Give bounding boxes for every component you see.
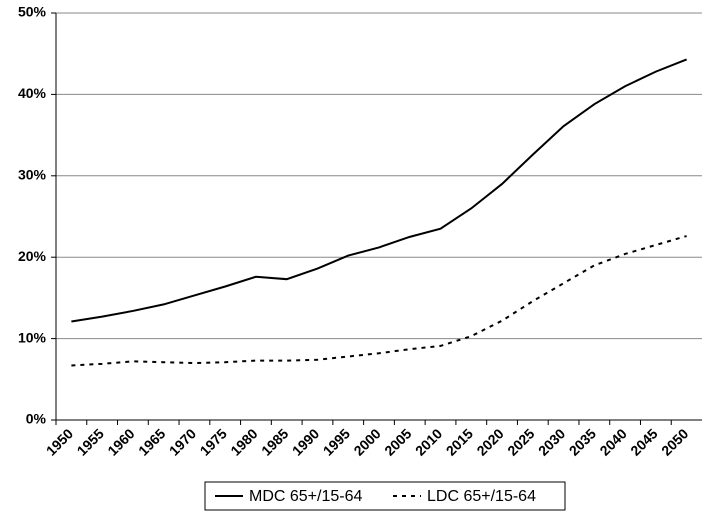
x-tick-label: 2050	[658, 425, 691, 458]
x-tick-label: 1970	[166, 425, 199, 458]
x-tick-label: 2045	[627, 425, 660, 458]
x-tick-label: 1975	[197, 425, 230, 458]
legend-box	[204, 481, 566, 511]
x-tick-label: 1980	[227, 425, 260, 458]
x-tick-label: 2040	[596, 425, 629, 458]
x-tick-label: 1985	[258, 425, 291, 458]
y-tick-label: 20%	[18, 248, 47, 264]
legend-label: MDC 65+/15-64	[249, 488, 362, 505]
y-tick-label: 50%	[18, 4, 47, 20]
y-tick-label: 0%	[26, 411, 47, 427]
x-tick-label: 2015	[443, 425, 476, 458]
x-tick-label: 2025	[504, 425, 537, 458]
series-line	[71, 58, 687, 323]
x-tick-label: 1995	[320, 425, 353, 458]
x-tick-label: 1950	[43, 425, 76, 458]
x-tick-label: 1960	[104, 425, 137, 458]
x-tick-label: 1965	[135, 425, 168, 458]
y-tick-label: 10%	[18, 329, 47, 345]
series-line	[71, 235, 687, 367]
x-tick-label: 2030	[535, 425, 568, 458]
y-tick-label: 40%	[18, 85, 47, 101]
x-tick-label: 2035	[566, 425, 599, 458]
y-tick-label: 30%	[18, 167, 47, 183]
x-tick-label: 2000	[350, 425, 383, 458]
x-tick-label: 2005	[381, 425, 414, 458]
x-tick-label: 2010	[412, 425, 445, 458]
legend-label: LDC 65+/15-64	[427, 488, 536, 505]
x-tick-label: 1955	[74, 425, 107, 458]
x-tick-label: 1990	[289, 425, 322, 458]
x-tick-label: 2020	[473, 425, 506, 458]
